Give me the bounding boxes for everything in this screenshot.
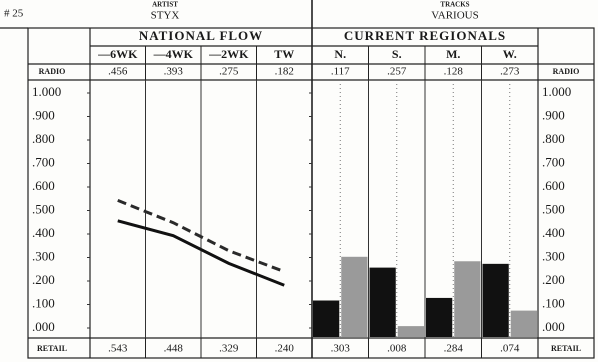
y-tick-label: .500: [32, 201, 55, 216]
value-label: .273: [500, 66, 520, 78]
bar: [313, 300, 340, 337]
column-label: —2WK: [208, 47, 249, 61]
column-label: W.: [503, 47, 517, 61]
y-tick-label: .900: [542, 107, 565, 122]
section-title: NATIONAL FLOW: [139, 28, 263, 43]
value-label: .456: [108, 66, 128, 78]
row-label: RETAIL: [37, 344, 67, 353]
column-label: M.: [446, 47, 460, 61]
value-label: .448: [164, 343, 184, 355]
value-label: .329: [219, 343, 239, 355]
artist-label: ARTIST: [152, 1, 178, 9]
value-label: .240: [275, 343, 295, 355]
y-tick-label: .100: [32, 295, 55, 310]
row-label: RETAIL: [551, 344, 581, 353]
y-tick-label: .000: [542, 319, 565, 334]
value-label: .008: [387, 343, 407, 355]
value-label: .257: [387, 66, 407, 78]
column-label: —6WK: [97, 47, 138, 61]
section-title: CURRENT REGIONALS: [344, 28, 506, 43]
column-label: N.: [334, 47, 346, 61]
y-tick-label: .200: [32, 272, 55, 287]
value-label: .543: [108, 343, 128, 355]
y-tick-label: .600: [542, 178, 565, 193]
series-line: [117, 219, 285, 287]
value-label: .284: [444, 343, 464, 355]
value-label: .128: [444, 66, 464, 78]
column-label: TW: [274, 47, 294, 61]
y-tick-label: .900: [32, 107, 55, 122]
y-tick-label: .100: [542, 295, 565, 310]
value-label: .393: [164, 66, 184, 78]
bar: [397, 326, 424, 337]
value-label: .182: [275, 66, 294, 78]
y-tick-label: .600: [32, 178, 55, 193]
value-label: .074: [500, 343, 520, 355]
bar: [510, 310, 537, 337]
y-tick-label: .300: [32, 248, 55, 263]
y-tick-label: .800: [542, 131, 565, 146]
y-tick-label: .000: [32, 319, 55, 334]
y-tick-label: .200: [542, 272, 565, 287]
row-label: RADIO: [553, 67, 580, 76]
y-tick-label: .400: [32, 225, 55, 240]
column-label: S.: [392, 47, 402, 61]
series-line: [117, 199, 285, 274]
column-label: —4WK: [153, 47, 194, 61]
tracks-label: TRACKS: [440, 1, 469, 9]
bar: [454, 261, 481, 337]
value-label: .303: [331, 343, 351, 355]
bar: [482, 263, 509, 337]
rank: # 25: [4, 8, 24, 20]
value-label: .117: [331, 66, 350, 78]
bar: [341, 256, 368, 337]
y-tick-label: .300: [542, 248, 565, 263]
y-tick-label: .700: [32, 154, 55, 169]
y-tick-label: .500: [542, 201, 565, 216]
outer-frame: [27, 27, 595, 359]
row-label: RADIO: [39, 67, 66, 76]
y-tick-label: .400: [542, 225, 565, 240]
y-tick-label: 1.000: [542, 84, 571, 99]
y-tick-label: .800: [32, 131, 55, 146]
tracks: VARIOUS: [431, 10, 478, 22]
artist: STYX: [151, 10, 180, 22]
y-tick-label: 1.000: [32, 84, 61, 99]
y-tick-label: .700: [542, 154, 565, 169]
bar: [369, 267, 396, 337]
bar: [426, 297, 453, 337]
value-label: .275: [219, 66, 239, 78]
